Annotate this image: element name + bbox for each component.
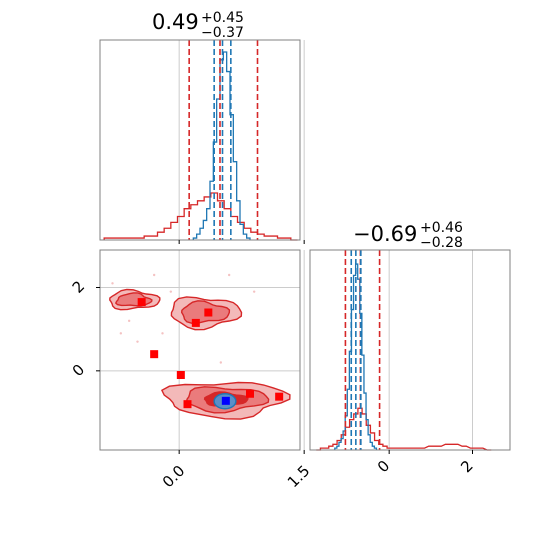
marker-red-4 <box>176 371 185 379</box>
background-sample-4 <box>136 340 139 343</box>
x-tick-label-param-2-0: 0 <box>374 457 393 476</box>
panel-1-frame <box>99 39 301 241</box>
background-sample-5 <box>161 332 164 335</box>
title-param-2-median: −0.69 <box>353 222 417 246</box>
background-sample-8 <box>219 361 223 364</box>
hist-broad-param-1 <box>103 192 298 241</box>
title-param-1-upper: +0.45 <box>201 10 244 26</box>
marker-red-7 <box>275 392 284 401</box>
marker-red-6 <box>246 389 254 398</box>
marker-red-2 <box>204 308 213 317</box>
title-param-1-lower: −0.37 <box>201 25 244 41</box>
x-tick-label-param-2-1: 2 <box>457 457 476 476</box>
hist-narrow-param-1 <box>192 51 251 240</box>
panel-2-background <box>310 250 510 450</box>
marker-blue-0 <box>221 396 230 405</box>
joint-density-panel <box>96 249 305 454</box>
hist-broad-param-2 <box>316 407 492 451</box>
background-sample-1 <box>152 273 156 277</box>
joint-background <box>100 250 300 450</box>
marginal-hist-param-2-panel <box>309 249 511 454</box>
marker-red-3 <box>150 350 159 359</box>
title-param-2-lower: −0.28 <box>420 235 463 251</box>
title-param-1-median: 0.49 <box>152 10 199 34</box>
background-sample-0 <box>111 282 114 285</box>
x-tick-label-param-1-0: 0.0 <box>159 462 189 492</box>
background-sample-2 <box>227 273 231 277</box>
marginal-hist-param-1-panel <box>99 39 305 244</box>
y-tick-label-param-2-0: 0 <box>69 361 88 380</box>
marker-red-5 <box>183 400 192 409</box>
panel-2-frame <box>309 249 511 451</box>
title-param-2-upper: +0.46 <box>420 220 463 236</box>
marker-red-1 <box>191 318 200 327</box>
background-sample-6 <box>252 290 256 293</box>
y-tick-label-param-2-1: 2 <box>69 277 88 296</box>
marker-red-0 <box>137 298 146 307</box>
background-sample-9 <box>127 319 131 323</box>
background-sample-7 <box>169 290 173 293</box>
joint-frame <box>99 249 301 451</box>
background-sample-3 <box>119 332 123 335</box>
x-tick-label-param-1-1: 1.5 <box>284 462 314 492</box>
panel-1-background <box>100 40 300 240</box>
